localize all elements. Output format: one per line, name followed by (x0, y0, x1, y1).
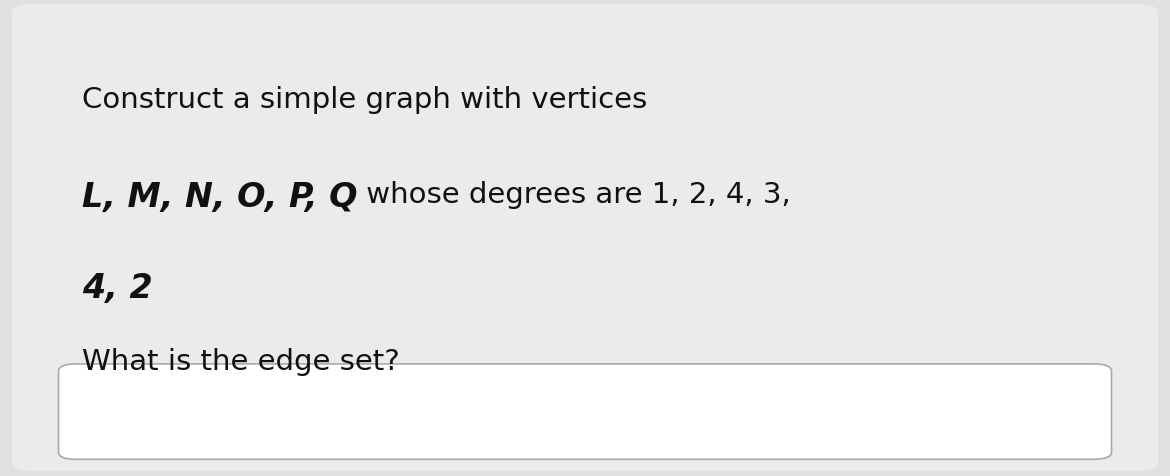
Text: L, M, N, O, P, Q: L, M, N, O, P, Q (82, 181, 357, 214)
Text: What is the edge set?: What is the edge set? (82, 347, 400, 376)
Text: whose degrees are 1, 2, 4, 3,: whose degrees are 1, 2, 4, 3, (357, 181, 791, 209)
Text: Construct a simple graph with vertices: Construct a simple graph with vertices (82, 86, 647, 114)
Text: 4, 2: 4, 2 (82, 271, 152, 304)
